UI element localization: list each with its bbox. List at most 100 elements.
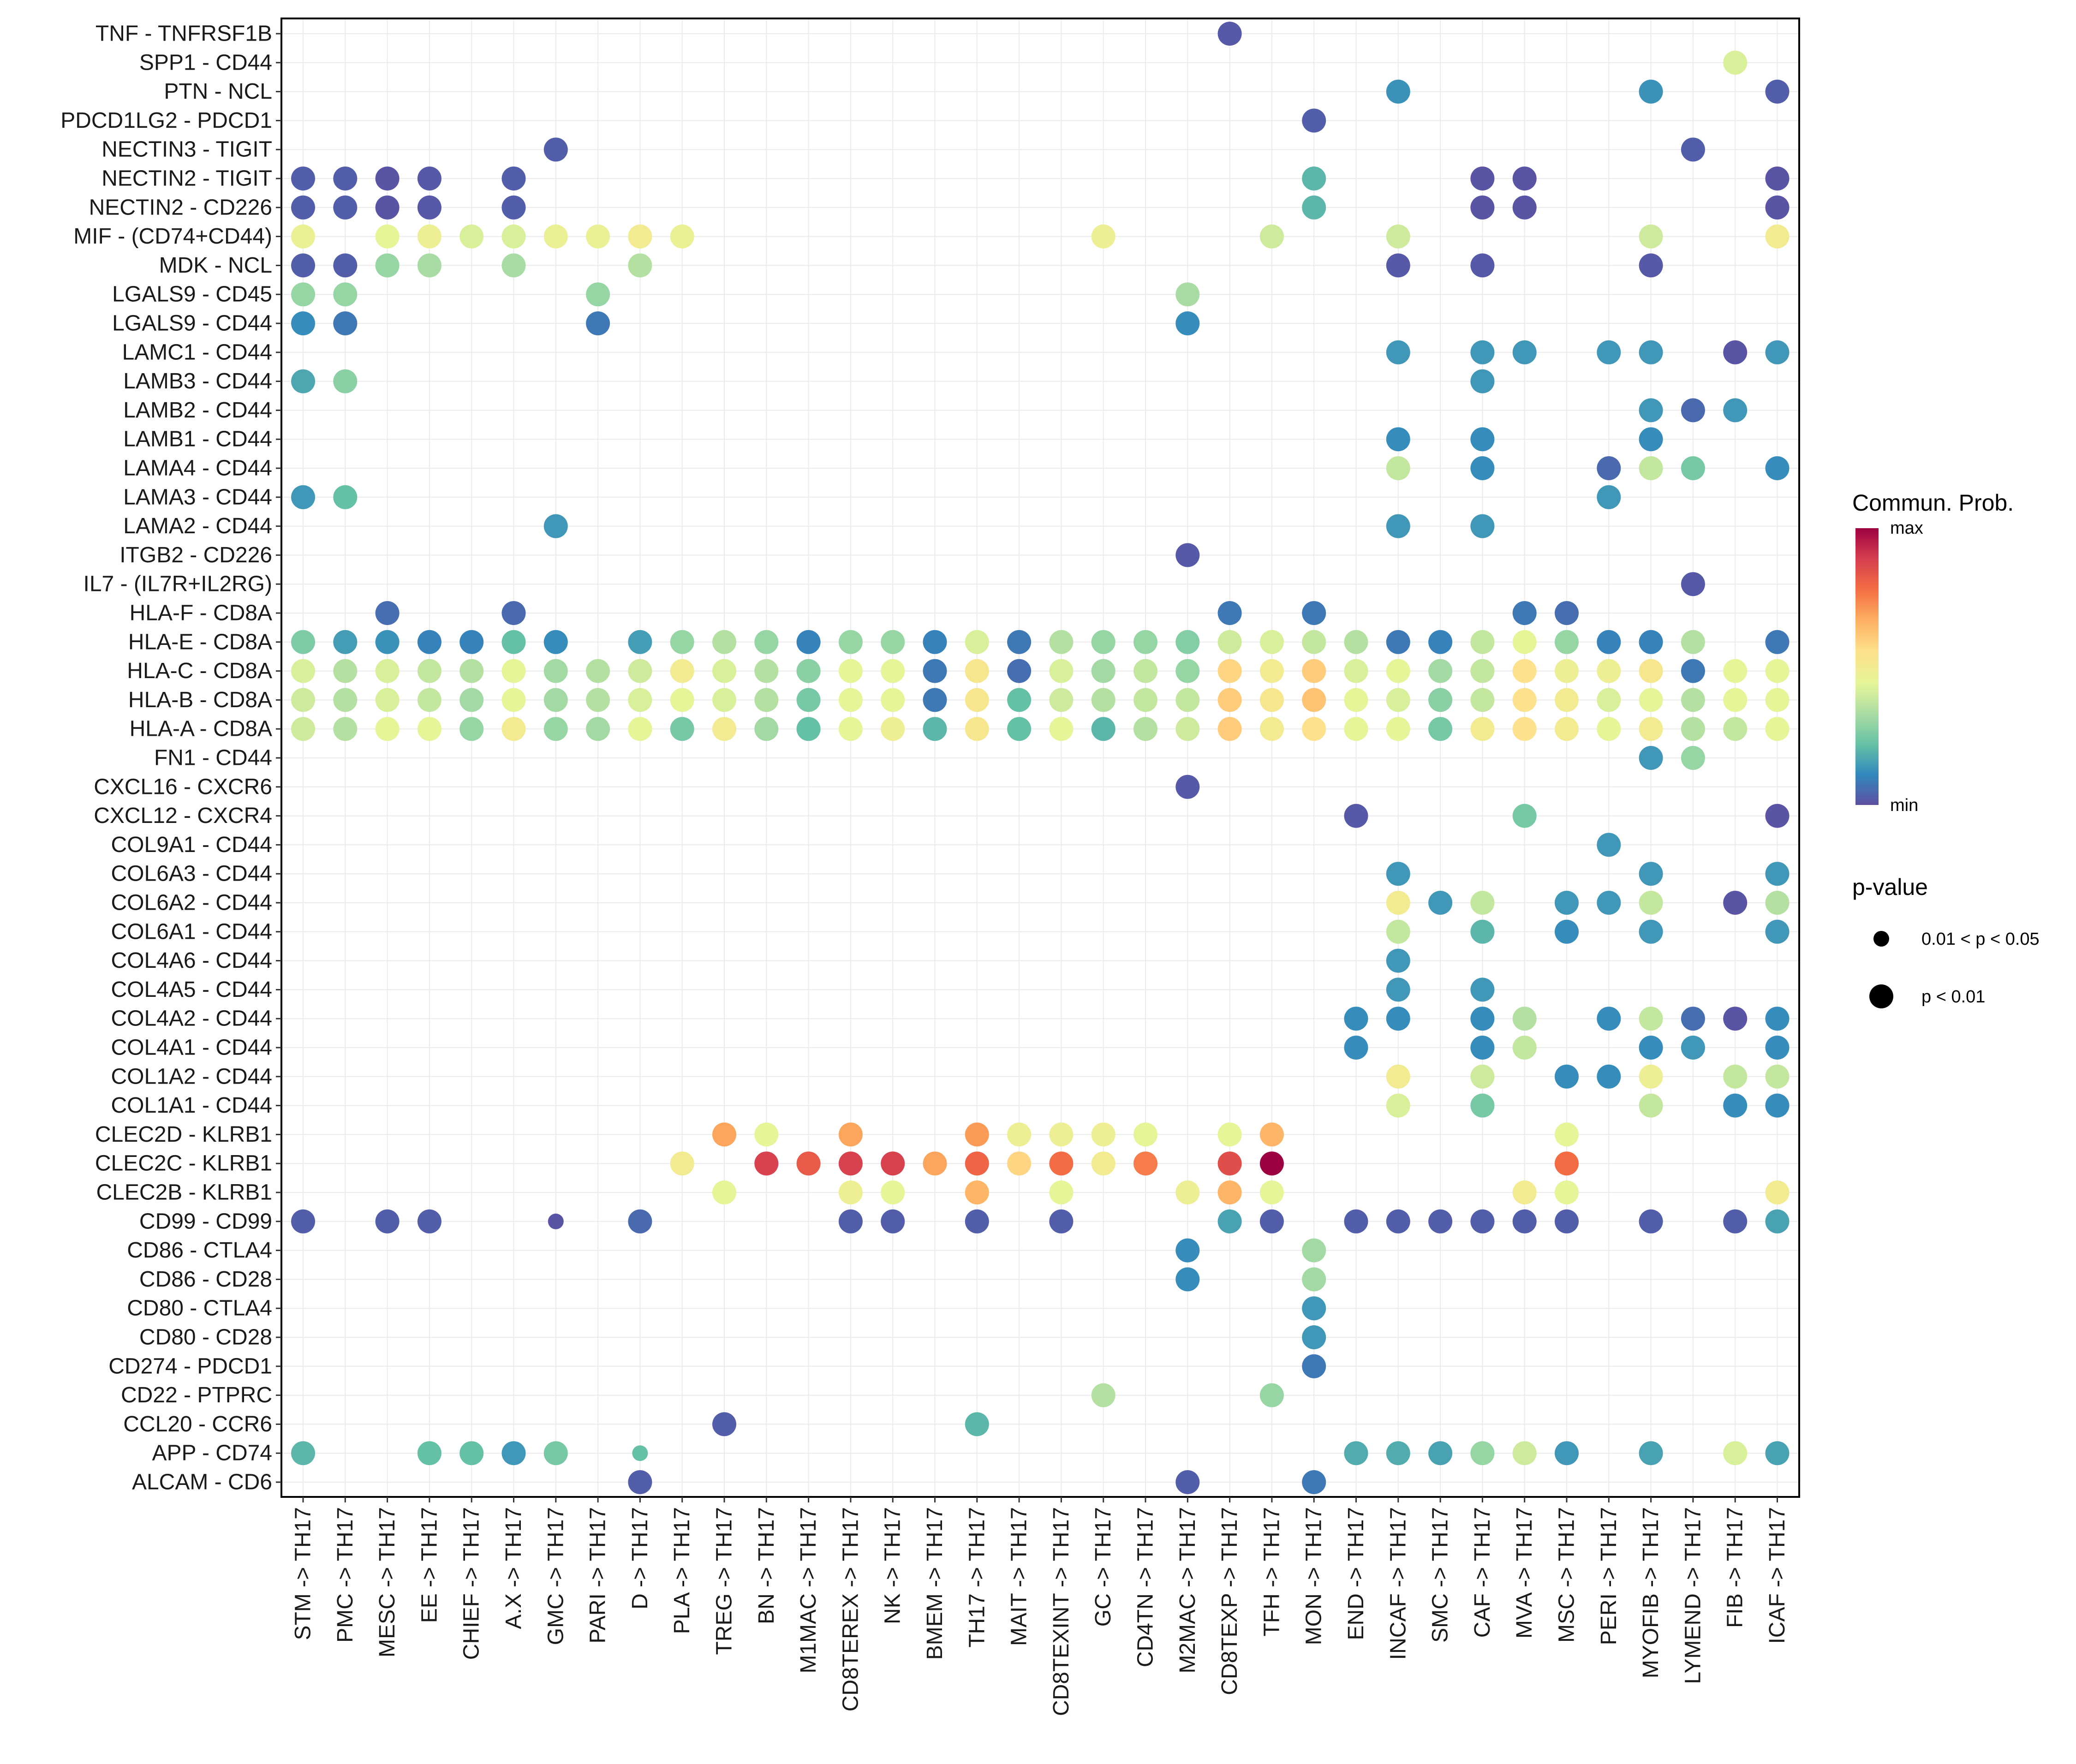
data-point xyxy=(1217,630,1242,654)
data-point xyxy=(1681,456,1705,480)
data-point xyxy=(1681,717,1705,741)
data-point xyxy=(1681,746,1705,770)
y-tick-label: MIF - (CD74+CD44) xyxy=(73,224,272,249)
data-point xyxy=(459,224,484,249)
data-point xyxy=(1470,891,1495,915)
data-point xyxy=(1597,891,1621,915)
data-point xyxy=(1049,688,1074,712)
data-point xyxy=(1259,1383,1284,1407)
data-point xyxy=(1765,630,1790,654)
data-point xyxy=(417,253,441,278)
data-point xyxy=(838,1151,863,1176)
color-legend-max-label: max xyxy=(1890,518,1923,538)
data-point xyxy=(501,195,526,220)
data-point xyxy=(543,659,568,683)
data-point xyxy=(1428,1441,1453,1466)
data-point xyxy=(838,659,863,683)
data-point xyxy=(1639,1093,1663,1118)
data-point xyxy=(1639,746,1663,770)
color-legend-min-label: min xyxy=(1890,796,1918,815)
data-point xyxy=(838,688,863,712)
data-point xyxy=(1133,1122,1157,1147)
data-point xyxy=(1512,1209,1537,1234)
data-point xyxy=(712,1180,736,1204)
data-point xyxy=(1723,1441,1748,1466)
data-point xyxy=(670,688,694,712)
data-point xyxy=(1344,688,1368,712)
data-point xyxy=(1091,717,1116,741)
data-point xyxy=(1723,1064,1748,1089)
data-point xyxy=(1723,50,1748,75)
data-point xyxy=(543,224,568,249)
data-point xyxy=(1470,340,1495,364)
data-point xyxy=(838,1180,863,1204)
x-tick-label: MSC -> TH17 xyxy=(1555,1507,1579,1643)
y-tick-label: CD86 - CD28 xyxy=(139,1267,272,1292)
data-point xyxy=(1386,862,1410,886)
data-point xyxy=(1555,601,1579,625)
x-tick-label: END -> TH17 xyxy=(1344,1507,1368,1640)
x-tick-label: CD8TEXP -> TH17 xyxy=(1217,1507,1242,1695)
data-point xyxy=(291,630,315,654)
y-tick-label: LGALS9 - CD45 xyxy=(112,282,272,307)
x-tick-label: SMC -> TH17 xyxy=(1428,1507,1453,1643)
data-point xyxy=(333,688,358,712)
data-point xyxy=(1470,1064,1495,1089)
data-point xyxy=(543,630,568,654)
y-tick-label: ITGB2 - CD226 xyxy=(119,543,272,567)
x-tick-label: LYMEND -> TH17 xyxy=(1681,1507,1705,1684)
data-point xyxy=(1765,804,1790,828)
data-point xyxy=(459,630,484,654)
data-point xyxy=(459,659,484,683)
y-tick-label: CD80 - CTLA4 xyxy=(127,1296,272,1321)
y-tick-label: FN1 - CD44 xyxy=(154,746,272,770)
y-tick-label: HLA-E - CD8A xyxy=(128,630,272,654)
data-point xyxy=(1597,340,1621,364)
data-point xyxy=(712,1122,736,1147)
data-point xyxy=(1344,1441,1368,1466)
data-point xyxy=(1302,1325,1326,1349)
data-point xyxy=(754,630,779,654)
y-tick-label: LAMC1 - CD44 xyxy=(122,340,272,364)
data-point xyxy=(1007,659,1032,683)
data-point xyxy=(1428,630,1453,654)
x-tick-label: A.X -> TH17 xyxy=(501,1507,526,1629)
data-point xyxy=(965,1209,989,1234)
data-point xyxy=(1555,919,1579,944)
data-point xyxy=(1091,224,1116,249)
data-point xyxy=(1681,137,1705,162)
data-point xyxy=(291,224,315,249)
y-tick-label: COL4A1 - CD44 xyxy=(111,1036,272,1060)
data-point xyxy=(1765,1209,1790,1234)
data-point xyxy=(1386,224,1410,249)
data-point xyxy=(375,601,400,625)
size-legend-dot-large xyxy=(1869,984,1893,1008)
y-tick-label: IL7 - (IL7R+IL2RG) xyxy=(84,572,273,596)
data-point xyxy=(1597,659,1621,683)
data-point xyxy=(1470,427,1495,452)
data-point xyxy=(501,630,526,654)
x-tick-label: CAF -> TH17 xyxy=(1470,1507,1495,1638)
data-point xyxy=(1681,1007,1705,1031)
data-point xyxy=(333,282,358,307)
data-point xyxy=(1386,659,1410,683)
data-point xyxy=(1259,659,1284,683)
data-point xyxy=(1597,630,1621,654)
data-point xyxy=(1007,688,1032,712)
data-point xyxy=(1386,688,1410,712)
data-point xyxy=(1555,891,1579,915)
size-legend-label-large: p < 0.01 xyxy=(1921,987,1985,1007)
data-point xyxy=(632,1445,648,1461)
x-tick-label: PARI -> TH17 xyxy=(586,1507,610,1644)
y-tick-label: LAMA4 - CD44 xyxy=(123,456,272,481)
data-point xyxy=(670,1151,694,1176)
data-point xyxy=(501,717,526,741)
data-point xyxy=(1555,688,1579,712)
data-point xyxy=(375,167,400,191)
data-point xyxy=(670,717,694,741)
size-legend-label-small: 0.01 < p < 0.05 xyxy=(1921,930,2040,949)
data-point xyxy=(1386,1209,1410,1234)
data-point xyxy=(1470,1007,1495,1031)
data-point xyxy=(1597,485,1621,509)
data-point xyxy=(1555,659,1579,683)
